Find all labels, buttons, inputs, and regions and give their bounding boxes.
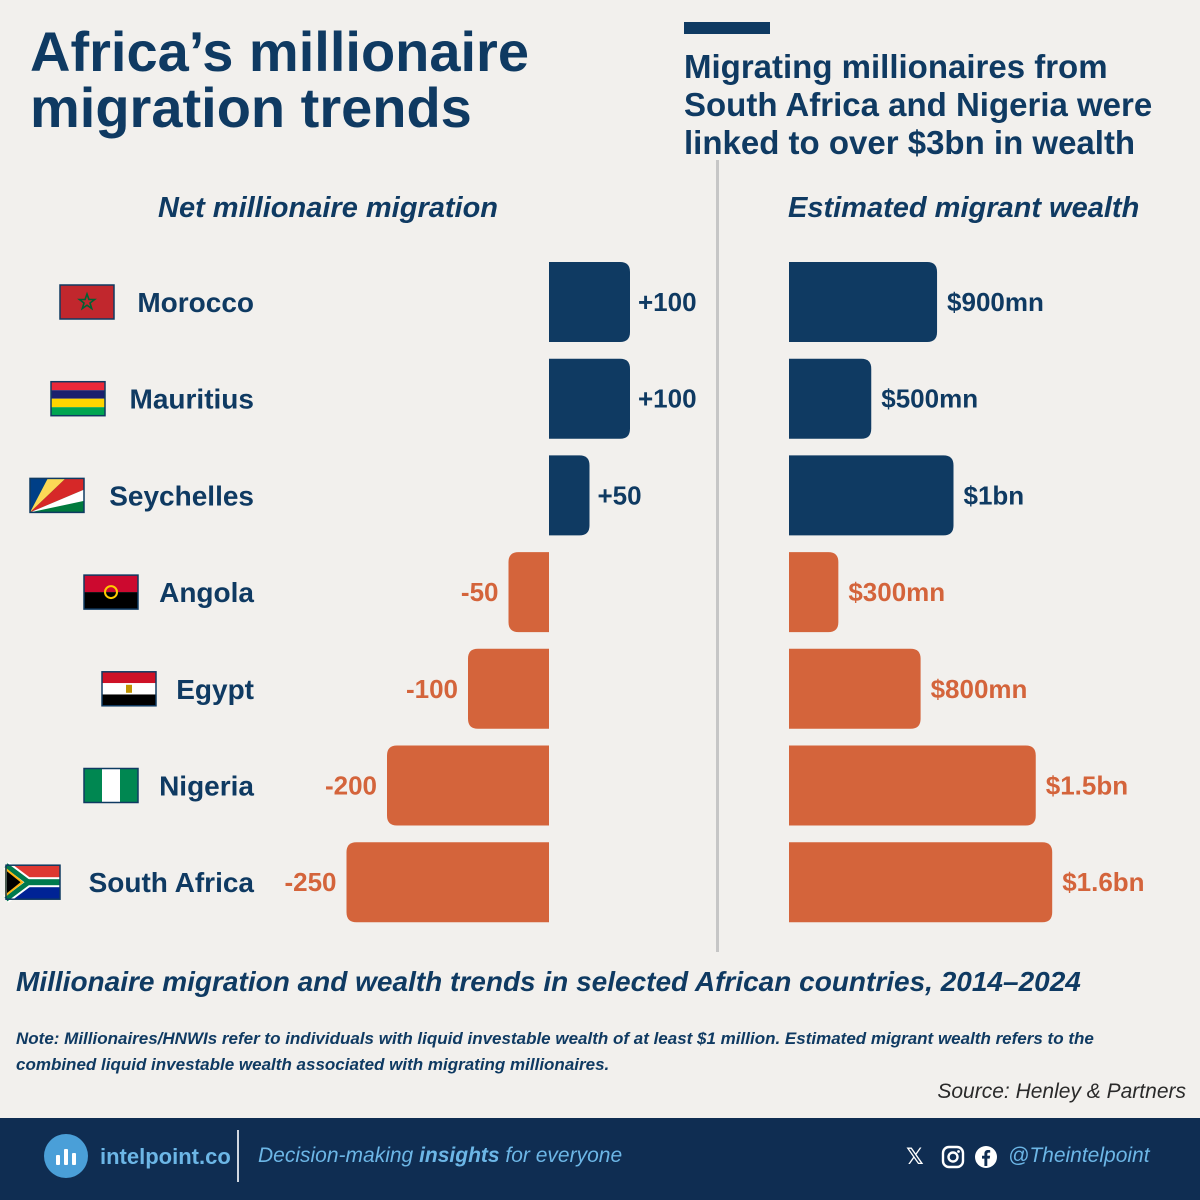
net-label-seychelles: +50 xyxy=(598,480,642,510)
chart-caption: Millionaire migration and wealth trends … xyxy=(16,966,1081,997)
country-label-morocco: Morocco xyxy=(137,287,254,318)
net-label-egypt: -100 xyxy=(406,674,458,704)
country-label-south-africa: South Africa xyxy=(89,867,255,898)
morocco-flag-icon xyxy=(59,284,115,320)
tagline-bold: insights xyxy=(419,1144,500,1167)
tagline-post: for everyone xyxy=(499,1144,623,1167)
footer-separator xyxy=(237,1130,239,1182)
tagline-pre: Decision-making xyxy=(258,1144,420,1167)
net-label-nigeria: -200 xyxy=(325,771,377,801)
country-label-nigeria: Nigeria xyxy=(159,771,254,802)
angola-flag-icon xyxy=(83,574,139,610)
net-label-south-africa: -250 xyxy=(284,867,336,897)
country-label-mauritius: Mauritius xyxy=(130,384,254,415)
wealth-bar-south-africa xyxy=(789,842,1053,923)
net-bar-angola xyxy=(508,552,549,633)
country-label-egypt: Egypt xyxy=(176,674,254,705)
source-text: Source: Henley & Partners xyxy=(937,1080,1186,1103)
wealth-bar-egypt xyxy=(789,648,921,729)
brand-link[interactable]: intelpoint.co xyxy=(100,1144,231,1169)
subtitle-accent-bar xyxy=(684,22,770,34)
wealth-bar-seychelles xyxy=(789,455,954,536)
x-icon[interactable]: 𝕏 xyxy=(906,1144,924,1169)
seychelles-flag-icon xyxy=(29,477,85,514)
country-label-angola: Angola xyxy=(159,577,254,608)
wealth-label-angola: $300mn xyxy=(848,577,945,607)
net-bar-nigeria xyxy=(387,745,549,826)
egypt-flag-icon xyxy=(101,671,157,707)
nigeria-flag-icon xyxy=(83,767,139,804)
net-bar-south-africa xyxy=(346,842,549,923)
note-text: Note: Millionaires/HNWIs refer to indivi… xyxy=(16,1029,1094,1074)
wealth-label-egypt: $800mn xyxy=(931,674,1028,704)
net-bar-egypt xyxy=(468,648,549,729)
wealth-label-morocco: $900mn xyxy=(947,287,1044,317)
wealth-label-mauritius: $500mn xyxy=(881,384,978,414)
instagram-icon[interactable] xyxy=(941,1145,965,1169)
subtitle: Migrating millionaires from South Africa… xyxy=(684,48,1153,161)
mauritius-flag-icon xyxy=(50,380,106,417)
wealth-label-south-africa: $1.6bn xyxy=(1062,867,1144,897)
net-bar-morocco xyxy=(549,262,630,342)
net-bar-mauritius xyxy=(549,358,630,439)
net-bar-seychelles xyxy=(549,455,590,536)
facebook-icon[interactable] xyxy=(974,1145,998,1169)
charts-svg: Morocco +100 $900mn Mauritius +100 $500mn Seyc… xyxy=(3,262,1145,923)
wealth-bar-nigeria xyxy=(789,745,1036,826)
net-label-morocco: +100 xyxy=(638,287,697,317)
wealth-bar-angola xyxy=(789,552,839,633)
wealth-label-seychelles: $1bn xyxy=(964,480,1025,510)
column-divider xyxy=(716,160,719,952)
wealth-bar-morocco xyxy=(789,262,938,342)
wealth-bar-mauritius xyxy=(789,358,872,439)
net-label-mauritius: +100 xyxy=(638,384,697,414)
footer-bar xyxy=(0,1118,1200,1200)
intelpoint-logo-icon[interactable] xyxy=(44,1134,88,1178)
country-label-seychelles: Seychelles xyxy=(109,480,254,511)
tagline: Decision-making insights for everyone xyxy=(258,1144,622,1168)
social-handle[interactable]: @Theintelpoint xyxy=(1008,1144,1150,1167)
left-chart-title: Net millionaire migration xyxy=(158,192,498,224)
net-label-angola: -50 xyxy=(461,577,499,607)
right-chart-title: Estimated migrant wealth xyxy=(788,192,1140,224)
south-africa-flag-icon xyxy=(3,861,61,903)
page-title: Africa’s millionaire migration trends xyxy=(30,20,529,139)
wealth-label-nigeria: $1.5bn xyxy=(1046,771,1128,801)
